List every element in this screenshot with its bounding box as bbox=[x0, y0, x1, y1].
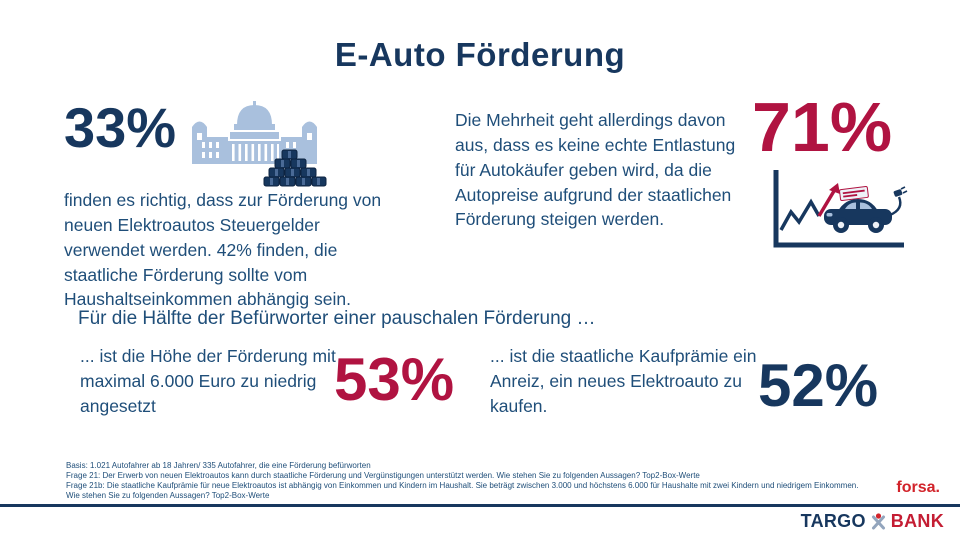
stat-price-increase: 71% bbox=[752, 92, 952, 257]
rising-price-chart-icon bbox=[766, 166, 952, 257]
money-stacks-icon bbox=[263, 149, 327, 187]
stat-incentive-text: ... ist die staatliche Kaufprämie ein An… bbox=[490, 346, 757, 416]
forsa-logo: forsa. bbox=[896, 479, 940, 496]
stat-too-low-text: ... ist die Höhe der Förderung mit maxim… bbox=[80, 346, 336, 416]
stat-incentive: 52% bbox=[758, 356, 878, 416]
footer-divider bbox=[0, 504, 960, 507]
stat-tax-money-value: 33% bbox=[64, 96, 177, 159]
page-title: E-Auto Förderung bbox=[334, 36, 626, 73]
stat-price-increase-text: Die Mehrheit geht allerdings davon aus, … bbox=[455, 110, 736, 230]
stat-too-low-value: 53% bbox=[334, 346, 455, 413]
electric-car-icon bbox=[824, 186, 908, 233]
stat-incentive-value: 52% bbox=[758, 352, 879, 419]
stat-too-low: 53% bbox=[334, 350, 454, 410]
footnote-line: Basis: 1.021 Autofahrer ab 18 Jahren/ 33… bbox=[66, 461, 371, 470]
stat-price-increase-value: 71% bbox=[752, 88, 893, 166]
footnote-line: Frage 21b: Die staatliche Kaufprämie für… bbox=[66, 481, 859, 490]
supporters-heading: Für die Hälfte der Befürworter einer pau… bbox=[78, 308, 596, 329]
targobank-logo-targo: TARGO bbox=[800, 511, 866, 531]
targobank-x-icon bbox=[869, 512, 888, 531]
footnote-line: Frage 21: Der Erwerb von neuen Elektroau… bbox=[66, 471, 700, 480]
targobank-logo-bank: BANK bbox=[890, 511, 944, 531]
targobank-logo: TARGO BANK bbox=[801, 511, 944, 532]
reichstag-building-icon bbox=[192, 100, 342, 192]
stat-tax-money-text: finden es richtig, dass zur Förderung vo… bbox=[64, 190, 382, 310]
footnote-line: Wie stehen Sie zu folgenden Aussagen? To… bbox=[66, 491, 270, 500]
footnotes: Basis: 1.021 Autofahrer ab 18 Jahren/ 33… bbox=[66, 461, 858, 501]
stat-tax-money: 33% bbox=[64, 98, 409, 312]
